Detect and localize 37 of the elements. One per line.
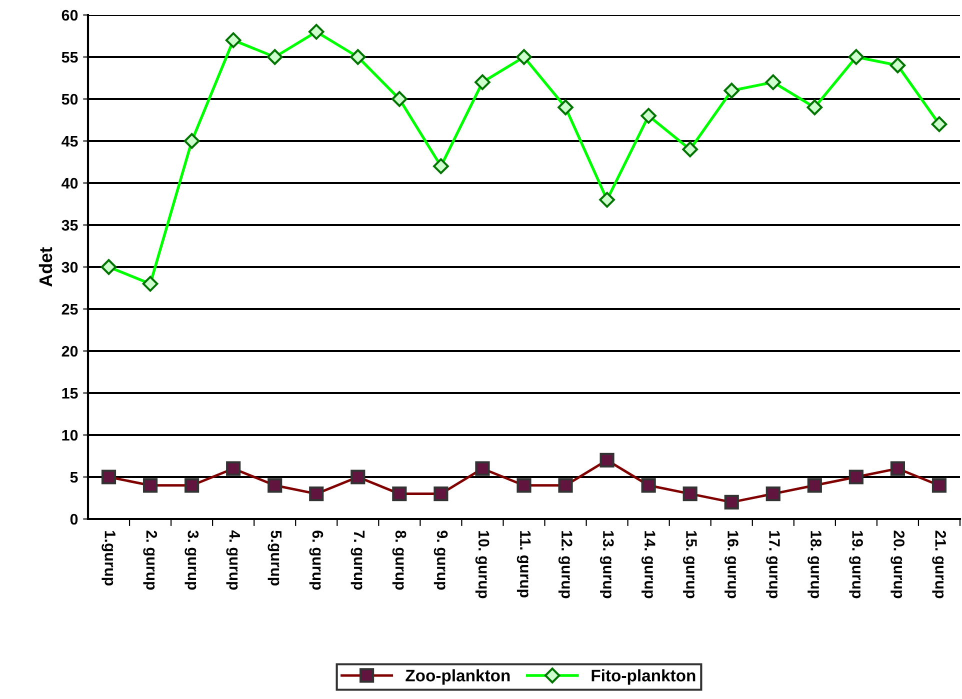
y-tick-label: 60 [62,10,78,21]
y-tick-label: 35 [62,220,78,231]
y-tick-label: 50 [62,94,78,105]
x-tick-label: 16. gurup [724,531,738,598]
x-tick-label: 15. gurup [682,531,697,598]
x-tick-label: 4. gurup [226,530,240,590]
y-tick-label: 0 [70,514,78,525]
x-tick-label: 11. gurup [516,531,531,598]
x-tick-label: 1.gurup [102,531,116,586]
x-tick-label: 10. gurup [475,531,490,598]
y-tick-label: 25 [62,304,78,315]
y-tick-label: 5 [70,472,78,483]
x-tick-label: 14. gurup [641,531,656,598]
x-tick-label: 13. gurup [600,531,614,598]
x-tick-label: 7. gurup [350,530,365,590]
y-tick-label: 30 [62,262,78,273]
x-tick-label: 12. gurup [558,531,572,598]
x-tick-label: 8. gurup [392,530,406,590]
x-tick-label: 3. gurup [184,530,199,590]
y-tick-label: 45 [62,136,78,147]
y-tick-label: 20 [62,346,78,357]
y-tick-label: 15 [62,388,78,399]
x-tick-label: 19. gurup [849,531,863,598]
x-tick-label: 6. gurup [309,530,324,590]
x-tick-label: 18. gurup [808,531,822,598]
x-tick-label: 20. gurup [890,530,904,598]
x-tick-label: 17. gurup [766,531,780,598]
y-tick-label: 10 [62,430,78,441]
x-tick-label: 5.gurup [268,530,282,586]
y-axis-title: Adet [38,247,52,287]
legend-label: Zoo-plankton [406,669,510,685]
y-tick-label: 55 [62,52,78,63]
x-tick-label: 9. gurup [434,530,448,590]
legend-label: Fito-plankton [592,669,696,685]
x-tick-label: 2. gurup [143,530,158,590]
y-tick-label: 40 [62,178,78,189]
x-tick-label: 21. gurup [932,530,946,598]
